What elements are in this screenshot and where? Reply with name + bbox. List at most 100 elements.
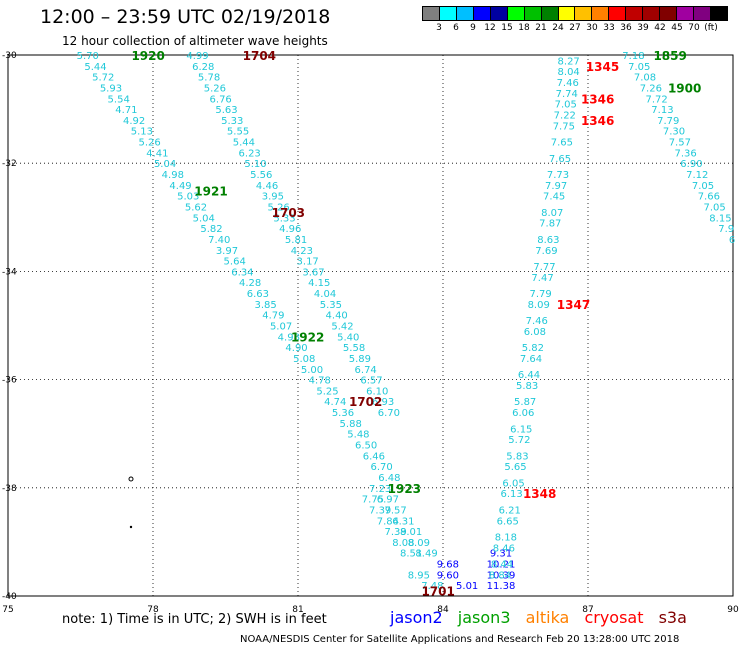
wave-height-value: 5.26 bbox=[138, 138, 160, 149]
wave-height-value: 8.44 bbox=[491, 560, 513, 571]
wave-height-value: 5.83 bbox=[506, 451, 528, 462]
pass-time-label: 1345 bbox=[586, 60, 619, 74]
longitude-label: 90 bbox=[727, 605, 739, 615]
wave-height-value: 6.50 bbox=[355, 441, 377, 452]
wave-height-value: 7.23 bbox=[369, 484, 391, 495]
wave-height-value: 6.65 bbox=[497, 516, 519, 527]
island-dot bbox=[128, 476, 134, 482]
wave-height-value: 5.33 bbox=[273, 213, 295, 224]
pass-time-label: 1346 bbox=[581, 92, 614, 106]
color-swatch bbox=[423, 7, 440, 20]
color-scale-tick: 39 bbox=[637, 23, 649, 33]
wave-height-value: 6.21 bbox=[499, 505, 521, 516]
satellite-pass: 7.236.977.576.318.018.098.497.487.757.39… bbox=[362, 484, 444, 592]
wave-height-value: 7.26 bbox=[640, 83, 662, 94]
wave-height-value: 8.51 bbox=[400, 549, 422, 560]
wave-height-value: 7.57 bbox=[669, 138, 691, 149]
color-scale-tick: (ft) bbox=[704, 23, 718, 33]
wave-height-value: 5.81 bbox=[285, 235, 307, 246]
color-scale-tick: 24 bbox=[552, 23, 564, 33]
wave-height-value: 8.27 bbox=[558, 56, 580, 67]
longitude-label: 81 bbox=[292, 605, 303, 615]
color-swatch bbox=[558, 7, 576, 20]
wave-height-value: 4.28 bbox=[239, 278, 261, 289]
color-scale-tick: 33 bbox=[603, 23, 615, 33]
wave-height-value: 6.46 bbox=[363, 451, 385, 462]
wave-height-value: 5.35 bbox=[320, 300, 342, 311]
wave-height-value: 5.13 bbox=[131, 127, 153, 138]
footnote: note: 1) Time is in UTC; 2) SWH is in fe… bbox=[62, 612, 327, 627]
wave-height-value: 5.82 bbox=[200, 224, 222, 235]
wave-height-value: 8.01 bbox=[400, 527, 422, 538]
pass-time-label: 1346 bbox=[581, 114, 614, 128]
longitude-label: 75 bbox=[2, 605, 13, 615]
pass-time-label: 1900 bbox=[668, 81, 701, 95]
altimeter-tracks: 5.705.445.725.935.544.714.925.135.264.41… bbox=[77, 49, 736, 599]
wave-height-value: 6.48 bbox=[378, 473, 400, 484]
wave-height-value: 5.83 bbox=[516, 381, 538, 392]
wave-height-value: 7.05 bbox=[704, 202, 726, 213]
wave-height-value: 4.74 bbox=[324, 397, 346, 408]
wave-height-value: 8.84 bbox=[489, 570, 511, 581]
chart-subtitle: 12 hour collection of altimeter wave hei… bbox=[62, 34, 328, 48]
wave-height-value: 6.05 bbox=[502, 478, 524, 489]
wave-height-value: 7.84 bbox=[377, 516, 399, 527]
satellite-legend: jason2 jason3 altika cryosat s3a bbox=[390, 608, 697, 627]
wave-height-value: 7.30 bbox=[663, 127, 685, 138]
wave-height-value: 6.90 bbox=[680, 159, 702, 170]
wave-height-value: 6.93 bbox=[372, 397, 394, 408]
pass-time-label: 1701 bbox=[421, 585, 454, 599]
pass-time-label: 1921 bbox=[194, 184, 227, 198]
wave-height-value: 7.08 bbox=[634, 73, 656, 84]
wave-height-value: 5.26 bbox=[204, 83, 226, 94]
wave-height-value: 4.40 bbox=[326, 311, 348, 322]
wave-height-value: 5.82 bbox=[522, 343, 544, 354]
wave-height-value: 5.88 bbox=[340, 419, 362, 430]
wave-height-value: 7.74 bbox=[556, 89, 578, 100]
wave-height-value: 7.75 bbox=[553, 121, 575, 132]
wave-height-value: 5.72 bbox=[508, 435, 530, 446]
wave-height-value: 4.04 bbox=[314, 289, 336, 300]
wave-height-value: 7.65 bbox=[551, 138, 573, 149]
wave-height-value: 8.15 bbox=[709, 213, 731, 224]
wave-height-value: 7.39 bbox=[369, 505, 391, 516]
pass-time-label: 1703 bbox=[272, 206, 305, 220]
color-scale-tick: 30 bbox=[586, 23, 598, 33]
wave-height-value: 7.40 bbox=[208, 235, 230, 246]
wave-height-value: 7.05 bbox=[628, 62, 650, 73]
wave-height-value: 5.04 bbox=[193, 213, 215, 224]
color-swatch bbox=[524, 7, 542, 20]
wave-height-value: 4.92 bbox=[123, 116, 145, 127]
wave-height-value: 4.99 bbox=[186, 51, 208, 62]
color-swatch bbox=[575, 7, 593, 20]
wave-height-value: 5.01 bbox=[456, 581, 478, 592]
color-scale-tick: 45 bbox=[671, 23, 683, 33]
wave-height-value: 5.55 bbox=[227, 127, 249, 138]
wave-height-value: 6.08 bbox=[524, 327, 546, 338]
wave-height-value: 5.08 bbox=[293, 354, 315, 365]
wave-height-value: 4.78 bbox=[309, 376, 331, 387]
wave-height-value: 6.97 bbox=[377, 495, 399, 506]
wave-height-value: 8.49 bbox=[415, 549, 437, 560]
wave-height-value: 6.13 bbox=[501, 489, 523, 500]
wave-height-value: 4.90 bbox=[285, 343, 307, 354]
wave-height-value: 5.42 bbox=[331, 322, 353, 333]
wave-height-value: 10.39 bbox=[487, 570, 516, 581]
wave-height-value: 5.04 bbox=[154, 159, 176, 170]
wave-height-value: 7.97 bbox=[545, 181, 567, 192]
wave-height-value: 5.64 bbox=[224, 257, 246, 268]
wave-height-value: 4.41 bbox=[146, 148, 168, 159]
wave-height-value: 8.09 bbox=[528, 300, 550, 311]
color-scale-tick: 42 bbox=[654, 23, 666, 33]
wave-height-value: 7.64 bbox=[520, 354, 542, 365]
wave-height-value: 7.46 bbox=[557, 78, 579, 89]
legend-jason2: jason2 bbox=[390, 608, 443, 627]
wave-height-value: 7.18 bbox=[622, 51, 644, 62]
wave-height-value: 5.36 bbox=[332, 408, 354, 419]
latitude-label: -30 bbox=[2, 51, 17, 61]
island-marker bbox=[128, 476, 134, 529]
wave-height-value: 7.9 bbox=[718, 224, 734, 235]
satellite-pass: 5.705.445.725.935.544.714.925.135.264.41… bbox=[77, 51, 401, 484]
